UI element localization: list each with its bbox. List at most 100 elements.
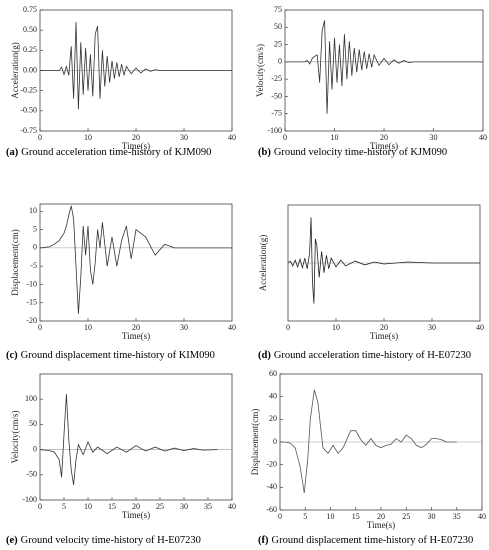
x-axis-label: Time(s) <box>122 510 150 520</box>
x-axis-label: Time(s) <box>122 141 150 151</box>
x-tick-label: 15 <box>352 512 360 521</box>
x-tick-label: 5 <box>62 502 66 511</box>
x-tick-label: 10 <box>332 323 340 332</box>
x-axis-label: Time(s) <box>122 331 150 341</box>
y-tick-label: -20 <box>266 459 277 468</box>
y-tick-label: -0.75 <box>20 126 37 135</box>
y-tick-label: -0.25 <box>20 85 37 94</box>
caption-text: Ground displacement time-history of H-E0… <box>272 535 474 546</box>
x-tick-label: 10 <box>84 502 92 511</box>
x-tick-label: 20 <box>380 323 388 332</box>
series-line <box>39 394 218 485</box>
x-tick-label: 40 <box>228 502 236 511</box>
y-tick-label: -100 <box>267 126 282 135</box>
y-axis-label: Acceleration(g) <box>258 235 268 291</box>
y-tick-label: -0.50 <box>20 106 37 115</box>
y-tick-label: 25 <box>274 39 282 48</box>
y-tick-label: 5 <box>33 224 37 233</box>
y-tick-label: -15 <box>26 298 37 307</box>
y-tick-label: 40 <box>269 391 277 400</box>
x-tick-label: 0 <box>38 502 42 511</box>
y-tick-label: 100 <box>25 394 37 403</box>
y-axis-label: Acceleration(g) <box>10 42 20 98</box>
caption-text: Ground displacement time-history of KIM0… <box>21 350 215 361</box>
x-tick-label: 30 <box>430 133 438 142</box>
x-tick-label: 30 <box>180 323 188 332</box>
y-tick-label: -5 <box>30 261 37 270</box>
caption-text: Ground velocity time-history of H-E07230 <box>21 535 201 546</box>
y-axis-label: Displacement(cm) <box>250 409 260 475</box>
x-tick-label: 10 <box>327 512 335 521</box>
x-tick-label: 5 <box>303 512 307 521</box>
x-axis-label: Time(s) <box>370 141 398 151</box>
caption-label: (c) <box>6 350 18 361</box>
x-tick-label: 0 <box>278 512 282 521</box>
series-line <box>39 205 232 314</box>
y-tick-label: 50 <box>274 22 282 31</box>
y-tick-label: 10 <box>29 206 37 215</box>
y-tick-label: 0 <box>33 444 37 453</box>
x-tick-label: 40 <box>228 133 236 142</box>
caption: (d) Ground acceleration time-history of H… <box>258 350 471 361</box>
plot-frame <box>284 9 484 132</box>
caption: (f) Ground displacement time-history of H… <box>258 535 473 546</box>
x-tick-label: 30 <box>180 133 188 142</box>
y-tick-label: 0.25 <box>23 45 37 54</box>
x-tick-label: 0 <box>38 133 42 142</box>
y-tick-label: -20 <box>26 316 37 325</box>
y-tick-label: -50 <box>26 470 37 479</box>
caption-label: (e) <box>6 535 18 546</box>
series-line <box>40 22 232 110</box>
x-tick-label: 35 <box>204 502 212 511</box>
caption-text: Ground velocity time-history of KJM090 <box>274 147 447 158</box>
x-tick-label: 0 <box>286 323 290 332</box>
x-tick-label: 30 <box>428 512 436 521</box>
caption: (e) Ground velocity time-history of H-E07… <box>6 535 201 546</box>
caption-label: (f) <box>258 535 269 546</box>
series-line <box>287 217 480 304</box>
x-tick-label: 20 <box>132 133 140 142</box>
x-tick-label: 30 <box>180 502 188 511</box>
y-tick-label: 75 <box>274 5 282 14</box>
caption-label: (a) <box>6 147 19 158</box>
y-tick-label: -75 <box>271 109 282 118</box>
y-tick-label: -60 <box>266 505 277 514</box>
caption-label: (b) <box>258 147 271 158</box>
x-axis-label: Time(s) <box>367 520 395 530</box>
y-tick-label: 20 <box>269 414 277 423</box>
y-tick-label: 0 <box>33 243 37 252</box>
y-tick-label: 0.50 <box>23 25 37 34</box>
y-tick-label: 0.75 <box>23 5 37 14</box>
x-tick-label: 10 <box>331 133 339 142</box>
series-line <box>285 20 483 114</box>
y-tick-label: 0 <box>273 437 277 446</box>
y-axis-label: Displacement(cm) <box>10 229 20 295</box>
x-tick-label: 20 <box>377 512 385 521</box>
y-tick-label: -40 <box>266 482 277 491</box>
caption-text: Ground acceleration time-history of KJM0… <box>21 147 211 158</box>
caption-label: (d) <box>258 350 271 361</box>
y-tick-label: 0 <box>278 57 282 66</box>
caption: (b) Ground velocity time-history of KJM09… <box>258 147 447 158</box>
x-tick-label: 10 <box>84 323 92 332</box>
x-tick-label: 25 <box>402 512 410 521</box>
x-tick-label: 30 <box>428 323 436 332</box>
x-tick-label: 20 <box>132 502 140 511</box>
caption: (a) Ground acceleration time-history of K… <box>6 147 211 158</box>
y-tick-label: 50 <box>29 419 37 428</box>
x-tick-label: 20 <box>132 323 140 332</box>
y-tick-label: -100 <box>22 495 37 504</box>
x-tick-label: 10 <box>84 133 92 142</box>
series-line <box>280 389 457 494</box>
y-tick-label: -25 <box>271 74 282 83</box>
x-tick-label: 35 <box>453 512 461 521</box>
x-tick-label: 0 <box>38 323 42 332</box>
x-tick-label: 40 <box>479 133 487 142</box>
y-axis-label: Velocity(cm/s) <box>10 411 20 464</box>
caption: (c) Ground displacement time-history of K… <box>6 350 215 361</box>
x-tick-label: 40 <box>478 512 486 521</box>
x-axis-label: Time(s) <box>370 331 398 341</box>
y-tick-label: 0.00 <box>23 65 37 74</box>
y-axis-label: Velocity(cm/s) <box>255 44 265 97</box>
x-tick-label: 15 <box>108 502 116 511</box>
